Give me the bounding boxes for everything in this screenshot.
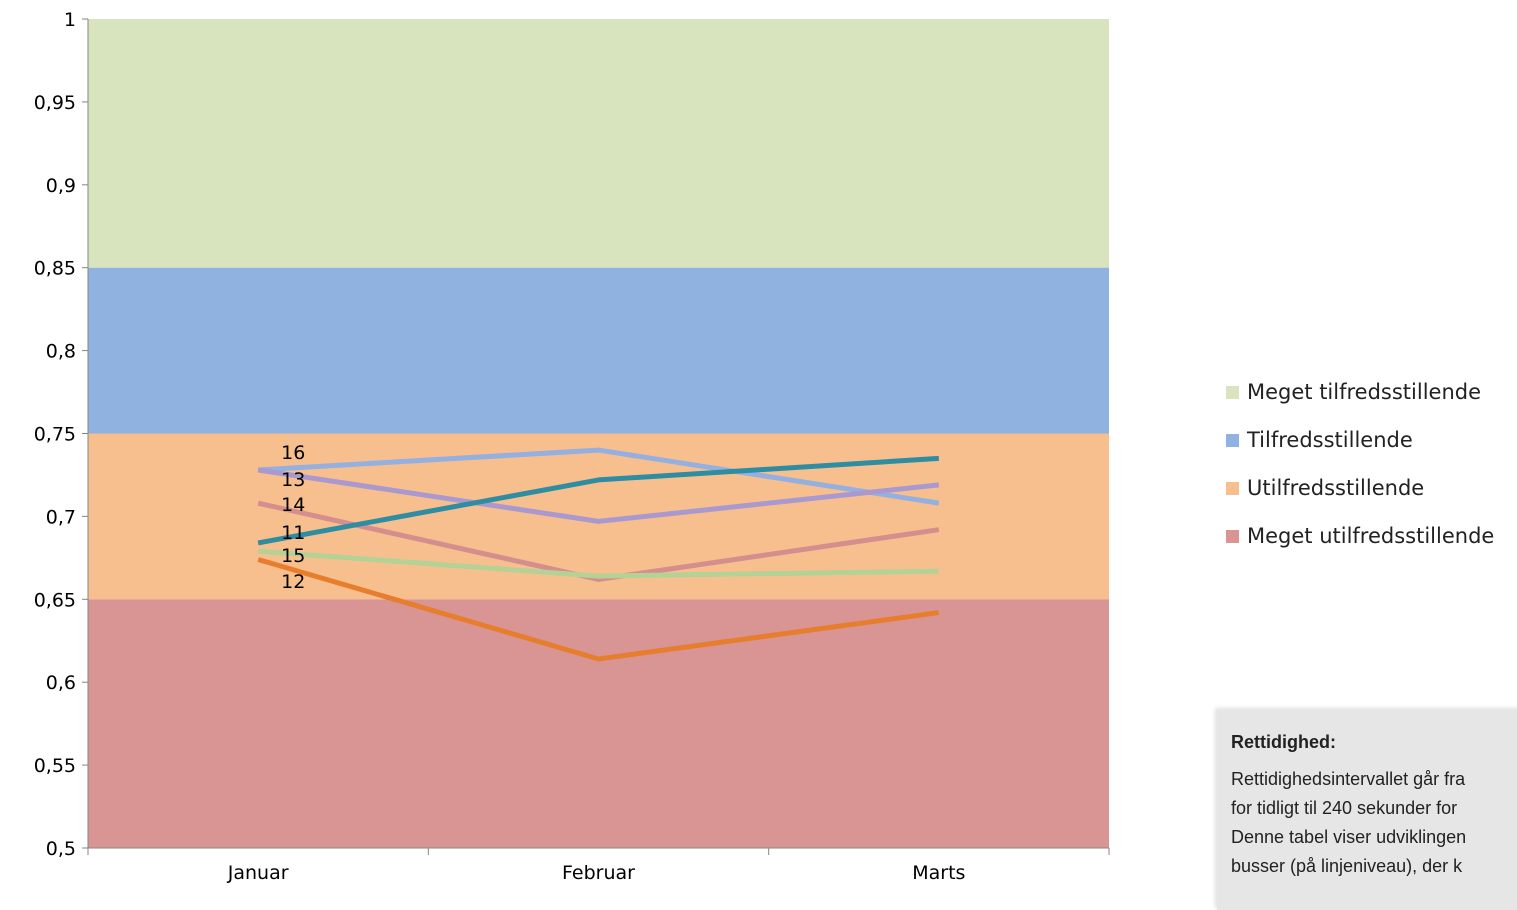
series-line-16: [258, 447, 940, 506]
note-box: Rettidighed: Rettidighedsintervallet går…: [1217, 710, 1517, 910]
legend-swatch: [1226, 433, 1239, 447]
band-0: [88, 19, 1109, 268]
series-label-16: 16: [281, 442, 305, 464]
series-line-14: [257, 500, 940, 582]
legend-swatch: [1226, 481, 1239, 495]
y-tick-label: 0,95: [34, 92, 76, 114]
y-tick-label: 0,85: [34, 258, 76, 280]
note-line: Denne tabel viser udviklingen: [1231, 827, 1467, 847]
series-label-13: 13: [281, 469, 305, 491]
legend-label: Tilfredsstillende: [1247, 428, 1413, 452]
legend-item-meget-utilfredsstillende: Meget utilfredsstillende: [1226, 512, 1494, 560]
series-line-13: [257, 467, 940, 524]
legend-label: Meget tilfredsstillende: [1247, 380, 1482, 404]
series-line-12: [257, 557, 940, 662]
y-tick-label: 1: [64, 9, 76, 31]
x-tick-label: Februar: [562, 862, 635, 884]
band-3: [88, 599, 1109, 848]
y-tick-label: 0,9: [46, 175, 76, 197]
axes: 0,5 0,55 0,6 0,65 0,7 0,75 0,8 0,85 0,9 0,95 1 Janu…: [34, 9, 1110, 884]
y-tick-label: 0,55: [34, 755, 76, 777]
background-bands: [88, 19, 1109, 848]
series-line-15: [257, 548, 939, 579]
y-tick-label: 0,8: [46, 341, 76, 363]
legend-swatch: [1226, 529, 1239, 543]
series-label-15: 15: [281, 545, 305, 567]
legend-label: Meget utilfredsstillende: [1247, 524, 1495, 548]
legend-label: Utilfredsstillende: [1247, 476, 1425, 500]
note-line: Rettidighedsintervallet går fra: [1231, 769, 1466, 789]
y-tick-label: 0,7: [46, 506, 76, 528]
legend-swatch: [1226, 385, 1239, 399]
series-line-11: [257, 455, 939, 546]
legend: Meget tilfredsstillende Tilfredsstillend…: [1226, 368, 1494, 560]
band-1: [88, 267, 1109, 434]
y-tick-label: 0,75: [34, 424, 76, 446]
y-tick-label: 0,6: [46, 672, 76, 694]
series-lines: [257, 447, 940, 662]
series-label-12: 12: [281, 571, 305, 593]
chart: 0,5 0,55 0,6 0,65 0,7 0,75 0,8 0,85 0,9 0,95 1 Janu…: [34, 9, 1110, 884]
note-line: busser (på linjeniveau), der k: [1231, 856, 1463, 876]
x-tick-label: Marts: [912, 862, 965, 884]
series-label-11: 11: [281, 522, 305, 544]
note-line: for tidligt til 240 sekunder for: [1231, 798, 1458, 818]
legend-item-meget-tilfredsstillende: Meget tilfredsstillende: [1226, 368, 1494, 416]
note-title: Rettidighed:: [1231, 732, 1336, 752]
y-tick-label: 0,5: [46, 838, 76, 860]
series-label-14: 14: [281, 494, 305, 516]
y-tick-label: 0,65: [34, 589, 76, 611]
legend-item-utilfredsstillende: Utilfredsstillende: [1226, 464, 1494, 512]
x-tick-label: Januar: [227, 862, 289, 884]
legend-item-tilfredsstillende: Tilfredsstillende: [1226, 416, 1494, 464]
